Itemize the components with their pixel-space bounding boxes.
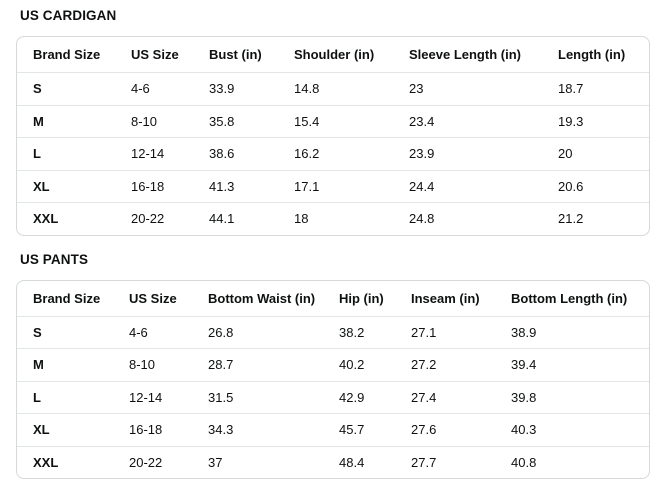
header-row: Brand Size US Size Bust (in) Shoulder (in) S… [17,37,649,72]
table-row: L 12-14 38.6 16.2 23.9 20 [17,137,649,170]
brand-size-cell: XL [17,413,113,446]
column-header: Length (in) [558,47,626,62]
brand-size-cell: M [17,348,113,381]
table-row: XL 16-18 34.3 45.7 27.6 40.3 [17,413,649,446]
table-row: L 12-14 31.5 42.9 27.4 39.8 [17,380,649,414]
value-cell: 41.3 [193,169,278,203]
value-cell: 4-6 [115,72,193,105]
header-row: Brand Size US Size Bottom Waist (in) Hip (i… [17,281,649,316]
table-row: M 8-10 28.7 40.2 27.2 39.4 [17,348,649,381]
value-cell: 34.3 [192,413,323,446]
value-cell: 31.5 [192,380,323,414]
cardigan-size-table: Brand Size US Size Bust (in) Shoulder (in) S… [17,37,649,235]
value-cell: 20 [542,137,649,170]
brand-size-cell: XXL [17,445,113,479]
column-header: US Size [131,47,179,62]
column-header: US Size [129,290,177,306]
value-cell: 16.2 [278,137,393,170]
value-cell: 23.9 [393,137,542,170]
value-cell: 12-14 [115,137,193,170]
value-cell: 33.9 [193,72,278,105]
value-cell: 8-10 [113,348,192,381]
value-cell: 35.8 [193,104,278,138]
value-cell: 12-14 [113,380,192,414]
brand-size-cell: XXL [17,202,115,235]
table-row: M 8-10 35.8 15.4 23.4 19.3 [17,104,649,138]
value-cell: 40.2 [323,348,395,381]
brand-size-cell: L [17,137,115,170]
value-cell: 39.4 [495,348,649,381]
column-header: Bottom Waist (in) [208,290,316,306]
value-cell: 23.4 [393,104,542,138]
value-cell: 38.9 [495,315,649,349]
column-header: Brand Size [33,47,101,62]
table-header: Brand Size US Size Bottom Waist (in) Hip (i… [17,281,649,316]
value-cell: 23 [393,72,542,105]
value-cell: 14.8 [278,72,393,105]
brand-size-cell: S [17,72,115,105]
value-cell: 18 [278,202,393,235]
value-cell: 45.7 [323,413,395,446]
value-cell: 40.3 [495,413,649,446]
brand-size-cell: L [17,380,113,414]
value-cell: 27.7 [395,445,495,479]
table-body: S 4-6 33.9 14.8 23 18.7 M 8-10 35.8 15.4 23.4 19.3 L… [17,72,649,235]
value-cell: 24.4 [393,169,542,203]
value-cell: 39.8 [495,380,649,414]
value-cell: 27.2 [395,348,495,381]
table-header: Brand Size US Size Bust (in) Shoulder (in) S… [17,37,649,72]
table-row: XXL 20-22 44.1 18 24.8 21.2 [17,202,649,235]
pants-size-table: Brand Size US Size Bottom Waist (in) Hip (i… [17,281,649,479]
column-header: Inseam (in) [411,290,480,306]
table-row: XXL 20-22 37 48.4 27.7 40.8 [17,445,649,479]
value-cell: 44.1 [193,202,278,235]
brand-size-cell: M [17,104,115,138]
column-header: Sleeve Length (in) [409,47,521,62]
value-cell: 26.8 [192,315,323,349]
value-cell: 27.6 [395,413,495,446]
value-cell: 4-6 [113,315,192,349]
value-cell: 16-18 [113,413,192,446]
value-cell: 8-10 [115,104,193,138]
value-cell: 15.4 [278,104,393,138]
value-cell: 48.4 [323,445,395,479]
value-cell: 20-22 [115,202,193,235]
table-row: XL 16-18 41.3 17.1 24.4 20.6 [17,169,649,203]
value-cell: 27.1 [395,315,495,349]
value-cell: 24.8 [393,202,542,235]
brand-size-cell: S [17,315,113,349]
column-header: Hip (in) [339,290,384,306]
value-cell: 20.6 [542,169,649,203]
pants-size-table-card: Brand Size US Size Bottom Waist (in) Hip (i… [16,279,650,479]
value-cell: 37 [192,445,323,479]
value-cell: 28.7 [192,348,323,381]
column-header: Shoulder (in) [294,47,375,62]
value-cell: 17.1 [278,169,393,203]
value-cell: 38.6 [193,137,278,170]
section-title-pants: US PANTS [20,251,89,267]
value-cell: 18.7 [542,72,649,105]
table-body: S 4-6 26.8 38.2 27.1 38.9 M 8-10 28.7 40.2 27.2 39.… [17,315,649,479]
value-cell: 42.9 [323,380,395,414]
cardigan-size-table-card: Brand Size US Size Bust (in) Shoulder (in) S… [16,36,650,236]
value-cell: 38.2 [323,315,395,349]
table-row: S 4-6 26.8 38.2 27.1 38.9 [17,315,649,349]
column-header: Bottom Length (in) [511,290,628,306]
table-row: S 4-6 33.9 14.8 23 18.7 [17,72,649,105]
section-title-cardigan: US CARDIGAN [20,8,117,23]
column-header: Brand Size [33,290,101,306]
value-cell: 40.8 [495,445,649,479]
value-cell: 27.4 [395,380,495,414]
column-header: Bust (in) [209,47,262,62]
size-chart-panel: US CARDIGAN Brand Size US Size Bust (in) Sh… [16,8,650,479]
value-cell: 19.3 [542,104,649,138]
brand-size-cell: XL [17,169,115,203]
value-cell: 16-18 [115,169,193,203]
value-cell: 20-22 [113,445,192,479]
value-cell: 21.2 [542,202,649,235]
